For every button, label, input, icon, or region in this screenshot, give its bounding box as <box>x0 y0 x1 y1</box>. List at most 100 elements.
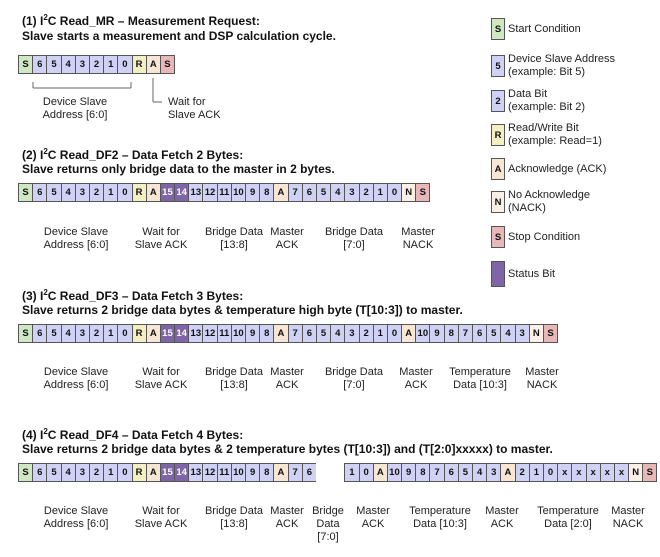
section-2-label: Master ACK <box>266 226 308 252</box>
frame-bit-cell: A <box>145 463 161 482</box>
label-line: Bridge Data <box>204 226 264 238</box>
frame-bit-cell: 8 <box>259 463 275 482</box>
label-line: ACK <box>404 379 428 391</box>
frame-bit-cell: 13 <box>188 463 204 482</box>
legend-line: (NACK) <box>508 202 546 214</box>
frame-bit-cell: 7 <box>429 463 445 482</box>
frame-bit-cell: 5 <box>486 324 502 343</box>
label-line: [7:0] <box>317 531 339 543</box>
frame-bit-cell: 3 <box>344 324 360 343</box>
frame-bit-cell: 0 <box>117 183 133 202</box>
frame-bit-cell: 11 <box>216 324 232 343</box>
section-4-title: (4) I2C Read_DF4 – Data Fetch 4 Bytes: <box>22 428 243 443</box>
section-4-frame: S 6 5 4 3 2 1 0 R A 15 14 13 12 11 10 9 8 A 7 6 1 0 A 10 9 8 7 6 5 4 3 A… <box>18 463 658 482</box>
frame-bit-cell: 5 <box>46 55 62 74</box>
frame-bit-cell: 0 <box>386 183 403 202</box>
frame-bit-cell <box>330 463 346 482</box>
section-4-label: Temperature Data [10:3] <box>398 505 482 531</box>
label-line: Wait for <box>168 96 206 108</box>
frame-bit-cell: 8 <box>443 324 459 343</box>
frame-bit-cell: 15 <box>159 183 176 202</box>
label-line: Slave ACK <box>134 239 188 251</box>
frame-bit-cell: A <box>500 463 516 482</box>
section-3-frame: S 6 5 4 3 2 1 0 R A 15 14 13 12 11 10 9 8 A 7 6 5 4 3 2 1 0 A 10 9 8 7 6… <box>18 324 559 343</box>
frame-bit-cell: 15 <box>159 463 176 482</box>
section-4-label: Master ACK <box>266 505 308 531</box>
legend-swatch: N <box>491 191 505 213</box>
legend-line: No Acknowledge <box>508 189 590 201</box>
frame-bit-cell: 12 <box>202 324 218 343</box>
label-line: [7:0] <box>343 379 365 391</box>
legend-line: (example: Read=1) <box>508 135 602 147</box>
frame-bit-cell: 9 <box>429 324 445 343</box>
label-line: Master <box>270 226 304 238</box>
label-line: Slave ACK <box>168 109 221 121</box>
section-2-label: Bridge Data [13:8] <box>196 226 272 252</box>
label-line: ACK <box>275 379 299 391</box>
frame-bit-cell: 6 <box>32 324 48 343</box>
section-2-title-num: (2) I <box>22 148 44 162</box>
label-line: Wait for <box>142 226 180 238</box>
frame-bit-cell: 4 <box>60 183 76 202</box>
section-3-label: Master NACK <box>520 366 564 392</box>
frame-bit-cell: 13 <box>188 183 204 202</box>
section-4-label: Wait for Slave ACK <box>128 505 194 531</box>
frame-bit-cell: 9 <box>245 183 261 202</box>
frame-bit-cell: 10 <box>230 183 246 202</box>
legend-swatch: 5 <box>491 55 505 77</box>
frame-bit-cell: S <box>642 463 658 482</box>
frame-bit-cell: 7 <box>287 463 303 482</box>
label-line: Master <box>401 226 435 238</box>
frame-bit-cell: R <box>131 55 147 74</box>
frame-bit-cell: 14 <box>174 183 190 202</box>
section-3-label: Bridge Data [13:8] <box>196 366 272 392</box>
section-1-subtitle: Slave starts a measurement and DSP calcu… <box>22 29 336 43</box>
legend-line: Status Bit <box>508 268 556 280</box>
label-line: Master <box>270 366 304 378</box>
frame-bit-cell: 7 <box>457 324 473 343</box>
frame-bit-cell: 3 <box>514 324 530 343</box>
frame-bit-cell: 6 <box>32 183 48 202</box>
label-line: Device Slave <box>43 505 109 517</box>
frame-bit-cell: 6 <box>32 463 48 482</box>
frame-bit-cell: 4 <box>60 463 76 482</box>
label-line: Address [6:0] <box>42 109 108 121</box>
section-2-label: Bridge Data [7:0] <box>312 226 396 252</box>
frame-bit-cell: R <box>131 183 147 202</box>
section-4-subtitle: Slave returns 2 bridge data bytes & 2 te… <box>22 442 553 456</box>
frame-bit-cell: 5 <box>46 324 62 343</box>
frame-bit-cell: 4 <box>472 463 488 482</box>
frame-bit-cell: S <box>18 324 34 343</box>
frame-bit-cell: 4 <box>60 324 76 343</box>
frame-bit-cell: 6 <box>472 324 488 343</box>
label-line: Master <box>399 366 433 378</box>
frame-bit-cell: 6 <box>443 463 459 482</box>
label-line: Address [6:0] <box>43 518 109 530</box>
label-line: Device Slave <box>42 96 108 108</box>
frame-bit-cell: 5 <box>315 183 332 202</box>
section-1-title: (1) I2C Read_MR – Measurement Request: <box>22 14 260 29</box>
label-line: Master <box>270 505 304 517</box>
frame-bit-cell: A <box>145 324 161 343</box>
frame-bit-cell: 1 <box>103 324 119 343</box>
frame-bit-cell: 10 <box>415 324 431 343</box>
legend-text: Read/Write Bit (example: Read=1) <box>508 122 602 148</box>
section-4-label: Bridge Data [7:0] <box>306 505 350 544</box>
frame-bit-cell: 11 <box>216 463 232 482</box>
label-line: Bridge Data <box>204 366 264 378</box>
frame-bit-cell: 0 <box>117 463 133 482</box>
legend-line: Acknowledge (ACK) <box>508 163 607 175</box>
frame-bit-cell: 10 <box>230 324 246 343</box>
section-2-label: Device Slave Address [6:0] <box>28 226 124 252</box>
frame-bit-cell: 10 <box>230 463 246 482</box>
section-1-title-rest: C Read_MR – Measurement Request: <box>47 14 260 28</box>
frame-bit-cell: 8 <box>415 463 431 482</box>
legend-line: Start Condition <box>508 23 581 35</box>
section-1-label-address: Device Slave Address [6:0] <box>30 96 120 122</box>
frame-bit-cell: 6 <box>301 324 317 343</box>
frame-bit-cell: 2 <box>358 324 374 343</box>
section-4-label: Temperature Data [2:0] <box>526 505 610 531</box>
label-line: Master <box>356 505 390 517</box>
frame-bit-cell: 7 <box>287 324 303 343</box>
